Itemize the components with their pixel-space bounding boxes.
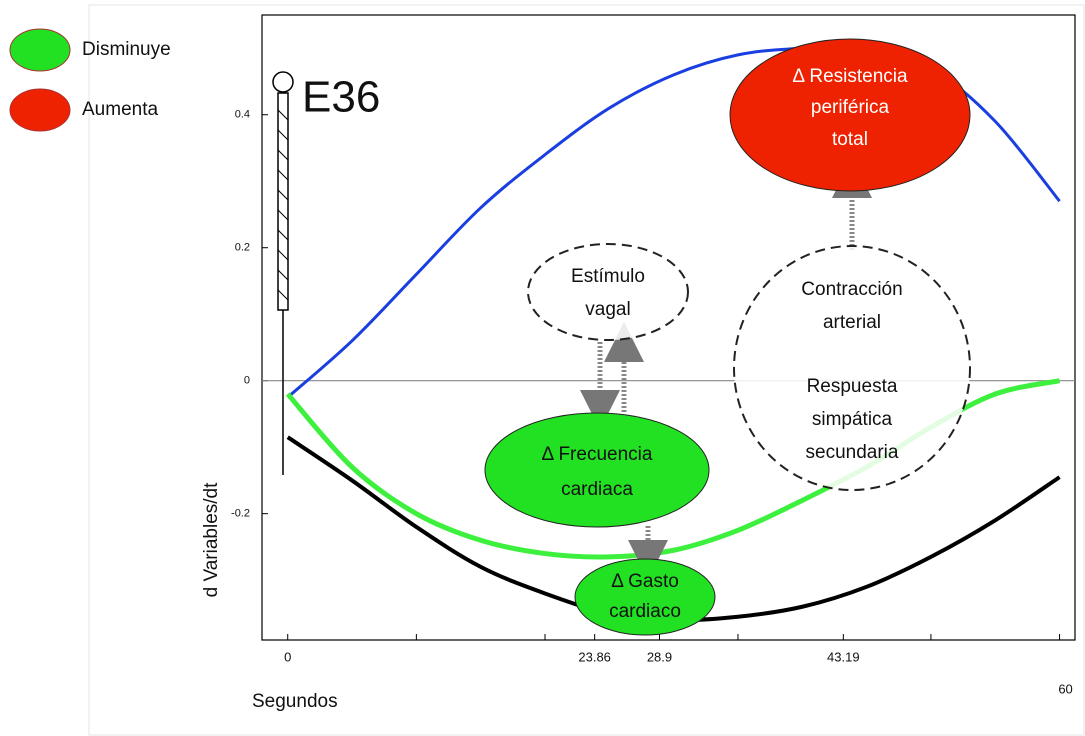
annotation-text: secundaria (806, 442, 899, 463)
legend-label: Disminuye (82, 39, 171, 60)
x-tick-label: 0 (284, 649, 291, 664)
annotation-shape (528, 244, 688, 340)
annotation-text: Δ Resistencia (792, 66, 908, 87)
legend-swatch (10, 29, 70, 71)
annotation-text: Δ Gasto (611, 571, 679, 592)
x-tick-label: 43.19 (827, 649, 860, 664)
legend-label: Aumenta (82, 99, 158, 120)
y-axis-label: d Variables/dt (201, 482, 222, 597)
annotation-text: vagal (585, 299, 630, 320)
annotation-text: cardiaco (609, 601, 681, 622)
annotation-text: Respuesta (807, 376, 898, 397)
x-axis-label: Segundos (252, 691, 338, 712)
x-tick-label: 28.9 (647, 649, 672, 664)
annotation-text: Δ Frecuencia (542, 444, 653, 465)
page: Segundos d Variables/dt E36 -0.2 0 0.2 0.4 0… (0, 0, 1085, 736)
chart: Segundos d Variables/dt E36 -0.2 0 0.2 0.4 0… (0, 0, 1085, 736)
y-tick-label: -0.2 (231, 508, 250, 520)
annotation-text: periférica (811, 97, 890, 118)
y-tick-label: 0.2 (235, 242, 250, 254)
y-tick-label: 0.4 (235, 109, 250, 121)
annotation-text: Contracción (801, 279, 902, 300)
annotation-text: simpática (812, 409, 893, 430)
x-tick-label: 60 (1058, 681, 1072, 696)
x-tick-label: 23.86 (578, 649, 611, 664)
marker-label: E36 (302, 73, 380, 122)
legend-swatch (10, 89, 70, 131)
annotation-text: Estímulo (571, 266, 645, 287)
annotation-shape (485, 413, 709, 527)
annotation-text: cardiaca (561, 479, 633, 500)
y-tick-label: 0 (244, 375, 250, 387)
annotation-text: arterial (823, 312, 881, 333)
annotation-text: total (832, 129, 868, 150)
